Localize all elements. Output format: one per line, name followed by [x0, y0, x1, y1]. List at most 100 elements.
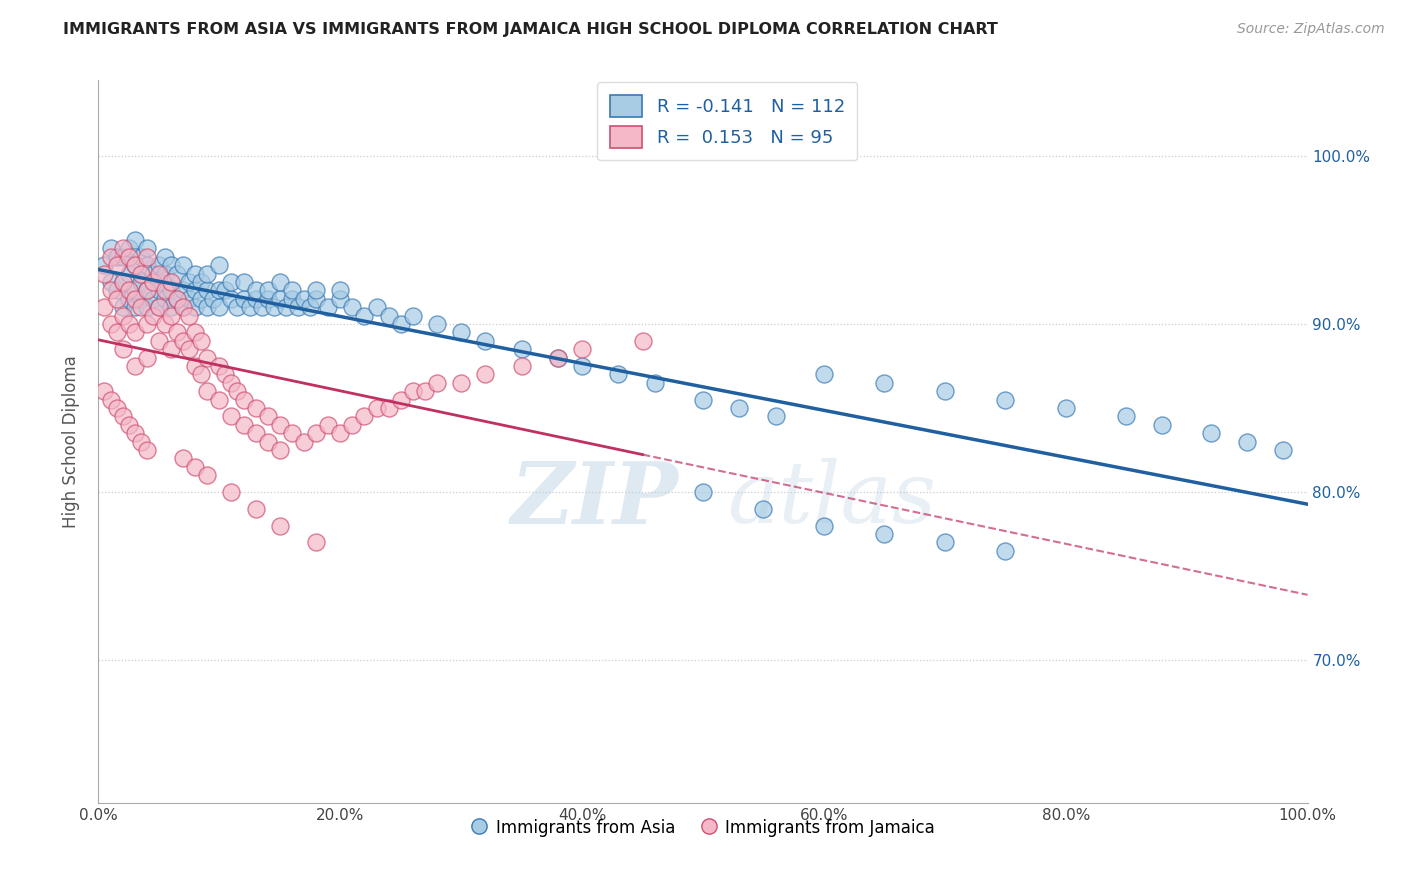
- Point: [250, 300, 273, 314]
- Point: [129, 292, 152, 306]
- Point: [226, 384, 249, 398]
- Point: [208, 359, 231, 373]
- Point: [208, 258, 231, 272]
- Point: [111, 300, 134, 314]
- Point: [571, 359, 593, 373]
- Point: [190, 275, 212, 289]
- Point: [305, 292, 328, 306]
- Point: [172, 283, 194, 297]
- Point: [195, 468, 218, 483]
- Point: [1199, 426, 1222, 441]
- Point: [1054, 401, 1077, 415]
- Point: [765, 409, 787, 424]
- Point: [366, 300, 388, 314]
- Point: [111, 342, 134, 356]
- Point: [100, 241, 122, 255]
- Point: [208, 300, 231, 314]
- Point: [232, 392, 254, 407]
- Point: [111, 309, 134, 323]
- Point: [208, 392, 231, 407]
- Point: [172, 334, 194, 348]
- Point: [100, 275, 122, 289]
- Text: atlas: atlas: [727, 458, 936, 541]
- Point: [281, 426, 304, 441]
- Point: [105, 401, 128, 415]
- Point: [142, 292, 165, 306]
- Point: [135, 283, 157, 297]
- Point: [195, 283, 218, 297]
- Point: [269, 442, 291, 457]
- Point: [195, 300, 218, 314]
- Point: [100, 317, 122, 331]
- Point: [148, 275, 170, 289]
- Point: [402, 309, 425, 323]
- Point: [118, 267, 141, 281]
- Point: [105, 326, 128, 340]
- Point: [118, 292, 141, 306]
- Point: [547, 351, 569, 365]
- Point: [148, 300, 170, 314]
- Point: [195, 384, 218, 398]
- Point: [179, 309, 201, 323]
- Point: [1115, 409, 1137, 424]
- Point: [179, 292, 201, 306]
- Point: [316, 300, 339, 314]
- Text: IMMIGRANTS FROM ASIA VS IMMIGRANTS FROM JAMAICA HIGH SCHOOL DIPLOMA CORRELATION : IMMIGRANTS FROM ASIA VS IMMIGRANTS FROM …: [63, 22, 998, 37]
- Point: [316, 417, 339, 432]
- Point: [256, 434, 278, 449]
- Point: [129, 275, 152, 289]
- Point: [221, 275, 243, 289]
- Point: [124, 359, 146, 373]
- Point: [202, 292, 225, 306]
- Point: [118, 283, 141, 297]
- Point: [269, 275, 291, 289]
- Point: [135, 300, 157, 314]
- Point: [256, 283, 278, 297]
- Point: [274, 300, 297, 314]
- Point: [195, 267, 218, 281]
- Point: [111, 241, 134, 255]
- Point: [813, 518, 835, 533]
- Point: [426, 317, 449, 331]
- Point: [292, 434, 315, 449]
- Point: [124, 258, 146, 272]
- Point: [184, 459, 207, 474]
- Point: [474, 334, 496, 348]
- Point: [153, 283, 176, 297]
- Point: [129, 250, 152, 264]
- Point: [232, 275, 254, 289]
- Point: [299, 300, 322, 314]
- Point: [184, 300, 207, 314]
- Point: [166, 267, 188, 281]
- Point: [160, 275, 183, 289]
- Point: [413, 384, 436, 398]
- Point: [93, 258, 115, 272]
- Point: [353, 309, 375, 323]
- Point: [402, 384, 425, 398]
- Point: [118, 241, 141, 255]
- Point: [692, 485, 714, 500]
- Point: [105, 250, 128, 264]
- Point: [124, 292, 146, 306]
- Point: [100, 283, 122, 297]
- Point: [245, 283, 267, 297]
- Point: [184, 267, 207, 281]
- Legend: Immigrants from Asia, Immigrants from Jamaica: Immigrants from Asia, Immigrants from Ja…: [463, 810, 943, 845]
- Point: [93, 384, 115, 398]
- Point: [160, 300, 183, 314]
- Point: [245, 501, 267, 516]
- Point: [105, 292, 128, 306]
- Point: [232, 417, 254, 432]
- Point: [342, 300, 364, 314]
- Point: [366, 401, 388, 415]
- Point: [111, 409, 134, 424]
- Point: [934, 384, 956, 398]
- Point: [160, 342, 183, 356]
- Point: [873, 527, 896, 541]
- Point: [450, 326, 472, 340]
- Point: [148, 283, 170, 297]
- Point: [510, 342, 533, 356]
- Point: [994, 543, 1017, 558]
- Point: [873, 376, 896, 390]
- Point: [631, 334, 654, 348]
